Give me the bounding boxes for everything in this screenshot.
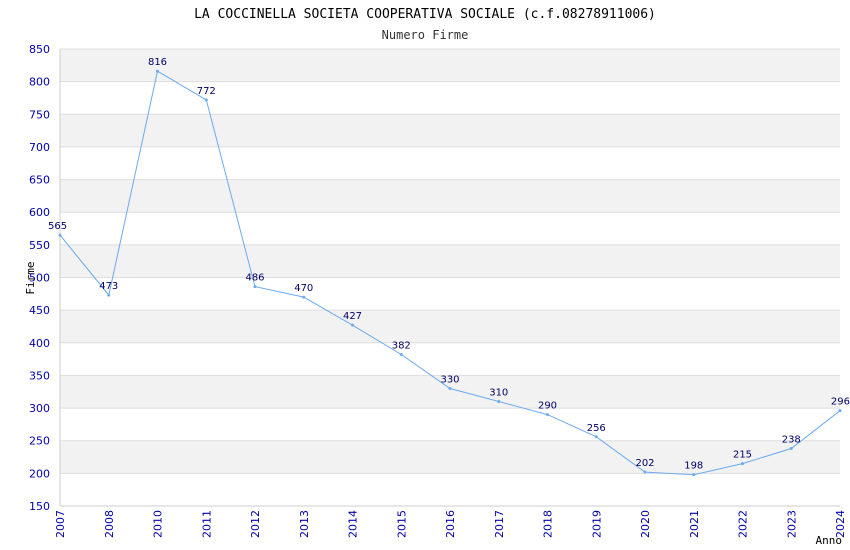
y-tick-label: 700 [29, 141, 50, 154]
data-point [448, 386, 452, 390]
y-tick-label: 750 [29, 108, 50, 121]
y-axis-ticks: 150 200 250 300 350 400 450 500 550 600 650 700 750 8… [29, 43, 50, 513]
x-tick-label: 2024 [834, 510, 847, 538]
data-label: 330 [440, 374, 459, 385]
data-label: 202 [635, 458, 654, 469]
x-tick-label: 2020 [639, 510, 652, 538]
data-label: 296 [831, 397, 850, 408]
grid-lines [59, 48, 840, 507]
data-label: 256 [587, 423, 606, 434]
x-tick-label: 2011 [200, 510, 213, 538]
data-label: 238 [782, 435, 801, 446]
data-point [204, 98, 208, 102]
x-tick-label: 2018 [542, 510, 555, 538]
y-tick-label: 250 [29, 435, 50, 448]
x-tick-label: 2010 [152, 510, 165, 538]
x-tick-label: 2019 [590, 510, 603, 538]
grid-band [60, 310, 840, 343]
y-tick-label: 450 [29, 304, 50, 317]
data-point [497, 400, 501, 404]
y-tick-label: 800 [29, 76, 50, 89]
chart-subtitle: Numero Firme [382, 28, 469, 42]
grid-band [60, 49, 840, 82]
grid-band [60, 244, 840, 278]
x-tick-label: 2023 [785, 510, 798, 538]
data-point [302, 295, 306, 299]
y-tick-label: 400 [29, 337, 50, 350]
y-tick-label: 300 [29, 402, 50, 415]
y-tick-label: 350 [29, 369, 50, 382]
data-point [789, 447, 793, 451]
data-label: 772 [197, 86, 216, 97]
data-point [692, 473, 696, 477]
data-point [399, 353, 403, 357]
data-point [838, 409, 842, 413]
y-tick-label: 600 [29, 206, 50, 219]
data-point [253, 285, 257, 289]
grid-band [60, 179, 840, 213]
data-point [741, 462, 744, 466]
series-group [58, 69, 842, 477]
grid-band [60, 114, 840, 147]
grid-band [60, 375, 840, 409]
x-axis-ticks: 2007 2008 2010 2011 2012 2013 2014 2015 2016 2017… [54, 510, 847, 538]
data-point [351, 323, 354, 327]
data-point [643, 470, 647, 474]
data-labels: 565 473 816 772 486 470 427 382 330 310 290 256 202 1… [48, 57, 850, 471]
data-label: 816 [148, 57, 167, 68]
data-point [546, 413, 549, 417]
data-label: 382 [392, 341, 411, 352]
data-label: 198 [684, 461, 703, 472]
data-label: 290 [538, 401, 557, 412]
x-tick-label: 2016 [444, 510, 457, 538]
data-point [58, 233, 62, 237]
x-tick-label: 2022 [737, 510, 750, 538]
data-label: 215 [733, 450, 752, 461]
y-tick-label: 200 [29, 467, 50, 480]
data-label: 565 [48, 221, 67, 232]
data-label: 310 [489, 388, 508, 399]
y-tick-label: 150 [29, 500, 50, 513]
chart-title: LA COCCINELLA SOCIETA COOPERATIVA SOCIAL… [194, 7, 656, 22]
x-tick-label: 2017 [493, 510, 506, 538]
data-point [156, 69, 159, 73]
y-tick-label: 500 [29, 272, 50, 285]
x-tick-label: 2013 [298, 510, 311, 538]
grid-band [60, 440, 840, 474]
y-axis-title: Firme [24, 261, 37, 294]
x-tick-label: 2012 [249, 510, 262, 538]
data-point [594, 435, 598, 439]
x-tick-label: 2015 [395, 510, 408, 538]
y-tick-label: 650 [29, 174, 50, 187]
x-tick-label: 2008 [103, 510, 116, 538]
x-tick-label: 2007 [54, 510, 67, 538]
data-label: 486 [245, 273, 264, 284]
data-label: 470 [294, 283, 313, 294]
grid-bands [60, 49, 840, 474]
x-axis-title: Anno [816, 534, 843, 547]
x-tick-label: 2021 [688, 510, 701, 538]
data-label: 427 [343, 311, 362, 322]
data-label: 473 [99, 281, 118, 292]
y-tick-label: 550 [29, 239, 50, 252]
data-point [107, 293, 111, 297]
x-tick-label: 2014 [347, 510, 360, 538]
y-tick-label: 850 [29, 43, 50, 56]
